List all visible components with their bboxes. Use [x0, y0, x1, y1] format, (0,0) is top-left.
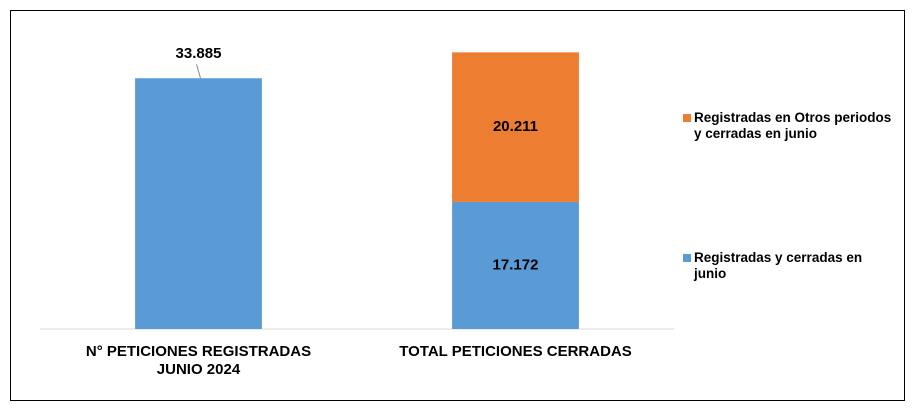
frame: [10, 10, 905, 401]
bar-segment: [135, 78, 262, 329]
data-label: 20.211: [493, 118, 538, 135]
label-leader: [196, 64, 201, 79]
legend-swatch: [683, 254, 691, 262]
x-tick-label: N° PETICIONES REGISTRADAS JUNIO 2024: [85, 343, 312, 378]
bar-segment: [452, 52, 579, 202]
legend-label: Registradas y cerradas en junio: [694, 250, 863, 281]
data-label: 33.885: [176, 45, 222, 62]
legend-swatch: [683, 114, 691, 122]
bar-segment: [452, 201, 579, 329]
legend-label: Registradas en Otros periodos y cerradas…: [694, 110, 892, 141]
x-tick-label: TOTAL PETICIONES CERRADAS: [399, 343, 632, 360]
data-label: 17.172: [493, 256, 539, 273]
